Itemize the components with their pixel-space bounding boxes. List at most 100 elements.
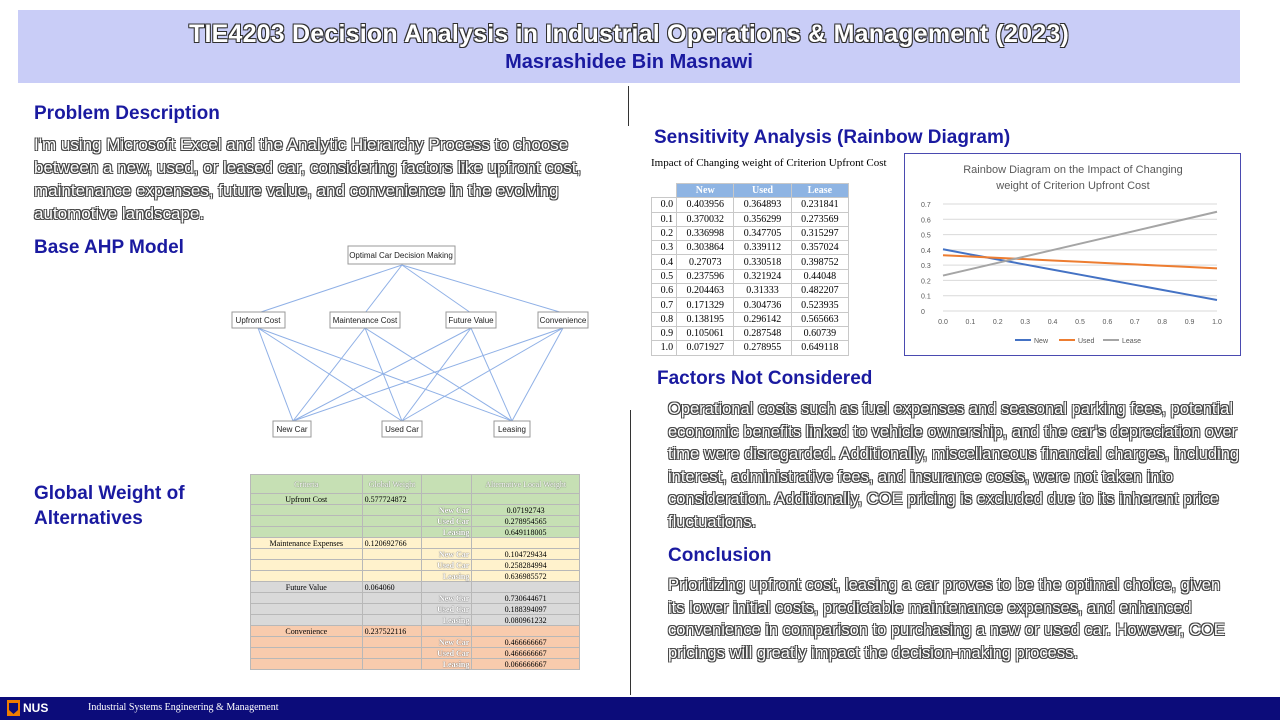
sensitivity-row: 0.4 0.27073 0.330518 0.398752 <box>650 254 850 270</box>
criterion-global-weight: 0.577724872 <box>361 493 423 505</box>
empty-cell <box>361 658 423 670</box>
sens-value-cell: 0.356299 <box>733 211 792 227</box>
sens-weight-cell: 1.0 <box>650 340 678 356</box>
sens-value-cell: 0.339112 <box>733 240 792 256</box>
empty-cell <box>361 504 423 516</box>
empty-cell <box>250 570 363 582</box>
legend-label: Used <box>1078 338 1094 345</box>
ahp-goal: Optimal Car Decision Making <box>349 251 453 260</box>
y-tick-label: 0.4 <box>921 248 931 255</box>
sens-weight-cell: 0.6 <box>650 283 678 299</box>
empty-cell <box>250 603 363 615</box>
empty-cell <box>250 504 363 516</box>
sens-weight-cell: 0.9 <box>650 325 678 342</box>
alternative-name: Leasing <box>421 570 473 582</box>
sens-value-cell: 0.273569 <box>790 211 850 227</box>
sens-value-cell: 0.482207 <box>790 283 850 299</box>
empty-cell <box>361 647 423 659</box>
criterion-global-weight: 0.064060 <box>361 581 423 593</box>
alternative-row: Leasing 0.649118005 <box>250 526 580 538</box>
sens-weight-cell: 0.0 <box>650 197 678 213</box>
empty-cell <box>471 625 580 637</box>
nus-logo: NUS <box>7 700 48 716</box>
x-tick-label: 0.9 <box>1185 319 1195 326</box>
alternative-local-weight: 0.636985572 <box>471 570 580 582</box>
empty-cell <box>250 548 363 560</box>
empty-cell <box>250 526 363 538</box>
empty-cell <box>250 559 363 571</box>
alternative-row: Used Car 0.258284994 <box>250 559 580 571</box>
global-weight-heading-line2: Alternatives <box>34 508 143 529</box>
alternative-row: Used Car 0.466666667 <box>250 647 580 659</box>
empty-cell <box>421 625 473 637</box>
sensitivity-row: 0.7 0.171329 0.304736 0.523935 <box>650 297 850 313</box>
sens-value-cell: 0.296142 <box>733 311 792 327</box>
rainbow-chart: Rainbow Diagram on the Impact of Changin… <box>921 164 1222 345</box>
global-weight-table-wrap: Criteria Global Weight Alternative Local… <box>250 474 580 670</box>
col-alt-local-weight: Alternative Local Weight <box>471 474 580 494</box>
sensitivity-heading: Sensitivity Analysis (Rainbow Diagram) <box>654 127 1011 148</box>
global-weight-heading: Global Weight of Alternatives <box>34 481 185 531</box>
sensitivity-row: 0.3 0.303864 0.339112 0.357024 <box>650 240 850 256</box>
empty-cell <box>361 526 423 538</box>
sens-value-cell: 0.403956 <box>676 197 735 213</box>
empty-cell <box>250 515 363 527</box>
alternative-name: New Car <box>421 548 473 560</box>
criterion-global-weight: 0.120692766 <box>361 537 423 549</box>
y-tick-label: 0.6 <box>921 217 931 224</box>
sens-value-cell: 0.364893 <box>733 197 792 213</box>
alternative-row: Leasing 0.636985572 <box>250 570 580 582</box>
column-divider <box>630 410 631 695</box>
ahp-criterion: Convenience <box>540 316 587 325</box>
author-name: Masrashidee Bin Masnawi <box>505 51 753 73</box>
title-banner: TIE4203 Decision Analysis in Industrial … <box>18 10 1240 83</box>
empty-cell <box>361 614 423 626</box>
empty-cell <box>471 537 580 549</box>
sens-value-cell: 0.231841 <box>790 197 850 213</box>
sensitivity-row: 0.0 0.403956 0.364893 0.231841 <box>650 197 850 213</box>
col-alternative <box>421 474 473 494</box>
sensitivity-caption: Impact of Changing weight of Criterion U… <box>651 157 887 169</box>
ahp-criterion: Upfront Cost <box>236 316 282 325</box>
criterion-row: Convenience 0.237522116 <box>250 625 580 637</box>
sens-value-cell: 0.357024 <box>790 240 850 256</box>
conclusion-text: Prioritizing upfront cost, leasing a car… <box>668 576 1225 662</box>
factors-heading: Factors Not Considered <box>657 368 873 389</box>
column-divider <box>628 86 629 126</box>
chart-title-line1: Rainbow Diagram on the Impact of Changin… <box>963 164 1183 176</box>
sens-value-cell: 0.303864 <box>676 240 735 256</box>
x-tick-label: 0.1 <box>966 319 976 326</box>
sensitivity-row: 0.1 0.370032 0.356299 0.273569 <box>650 211 850 227</box>
ahp-diagram: Optimal Car Decision Making Upfront Cost… <box>231 245 589 438</box>
sens-col-used: Used <box>733 182 792 199</box>
criterion-name: Upfront Cost <box>250 493 363 505</box>
sens-value-cell: 0.278955 <box>733 340 792 356</box>
empty-cell <box>361 548 423 560</box>
legend-label: New <box>1034 338 1049 345</box>
problem-heading: Problem Description <box>34 103 220 124</box>
alternative-local-weight: 0.649118005 <box>471 526 580 538</box>
empty-cell <box>361 636 423 648</box>
alternative-row: New Car 0.466666667 <box>250 636 580 648</box>
problem-text: I'm using Microsoft Excel and the Analyt… <box>34 135 582 223</box>
chart-title-line2: weight of Criterion Upfront Cost <box>995 180 1149 192</box>
y-tick-label: 0.1 <box>921 294 931 301</box>
series-line-lease <box>942 210 1218 277</box>
sens-col-lease: Lease <box>790 182 850 199</box>
criterion-name: Maintenance Expenses <box>250 537 363 549</box>
criterion-row: Upfront Cost 0.577724872 <box>250 493 580 505</box>
empty-cell <box>421 581 473 593</box>
criterion-global-weight: 0.237522116 <box>361 625 423 637</box>
alternative-row: Leasing 0.080961232 <box>250 614 580 626</box>
sens-weight-cell: 0.3 <box>650 240 678 256</box>
empty-cell <box>471 493 580 505</box>
sens-weight-cell: 0.1 <box>650 211 678 227</box>
alternative-name: Used Car <box>421 515 473 527</box>
x-tick-label: 0.6 <box>1103 319 1113 326</box>
nus-logo-text: NUS <box>23 701 48 715</box>
y-tick-label: 0.2 <box>921 278 931 285</box>
sens-value-cell: 0.071927 <box>676 340 735 356</box>
sensitivity-row: 1.0 0.071927 0.278955 0.649118 <box>650 340 850 356</box>
criterion-row: Maintenance Expenses 0.120692766 <box>250 537 580 549</box>
alternative-row: Leasing 0.066666667 <box>250 658 580 670</box>
